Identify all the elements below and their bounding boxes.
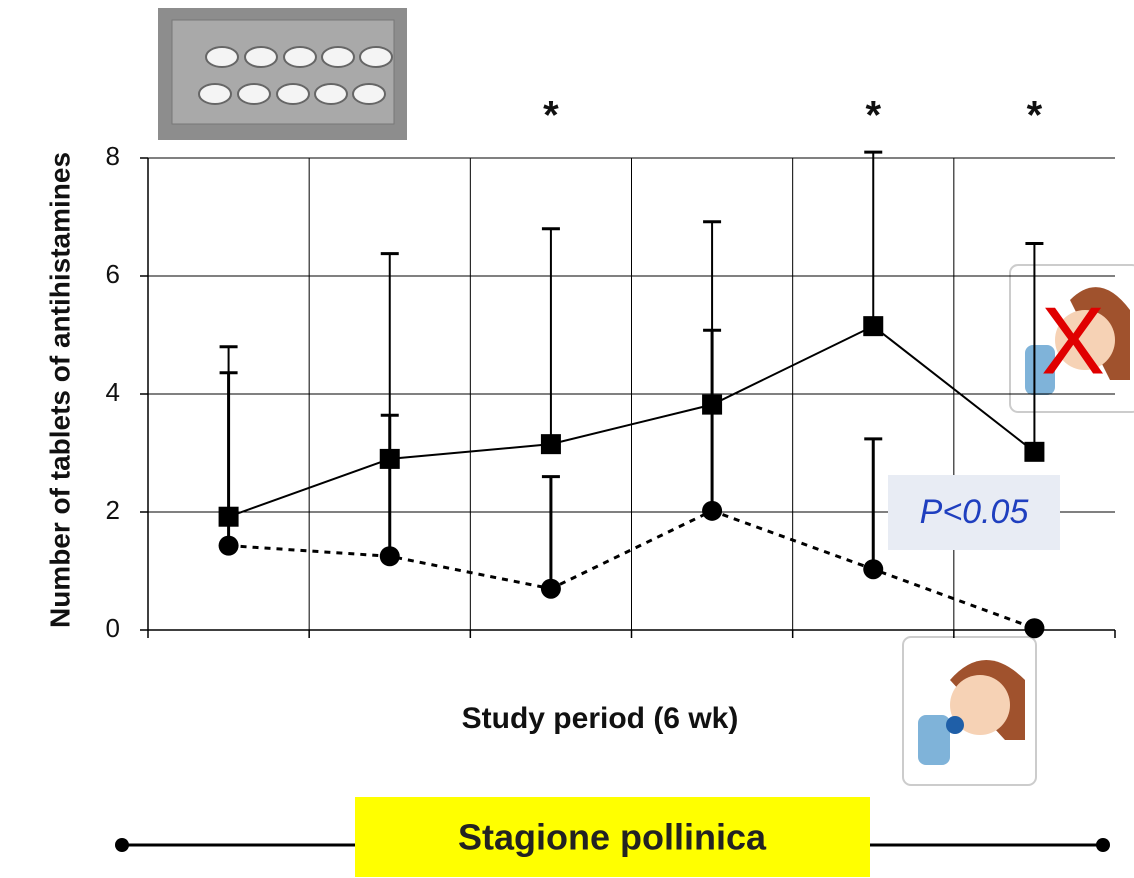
significance-mark: * bbox=[1027, 94, 1043, 138]
marker bbox=[218, 535, 239, 556]
marker bbox=[540, 578, 561, 599]
period-box bbox=[355, 797, 870, 877]
y-tick-label: 2 bbox=[106, 495, 120, 525]
y-tick-label: 4 bbox=[106, 377, 120, 407]
y-tick-label: 6 bbox=[106, 259, 120, 289]
y-tick-label: 8 bbox=[106, 141, 120, 171]
p-value-box bbox=[888, 475, 1060, 550]
period-label: Stagione pollinica bbox=[458, 817, 767, 858]
significance-mark: * bbox=[865, 94, 881, 138]
marker bbox=[863, 559, 884, 580]
p-value: P<0.05 bbox=[920, 493, 1029, 531]
marker bbox=[540, 434, 561, 455]
marker bbox=[1024, 441, 1045, 462]
y-axis-label: Number of tablets of antihistamines bbox=[44, 152, 75, 628]
pill-image bbox=[158, 8, 407, 140]
inhaler-icon bbox=[1009, 264, 1134, 413]
period-end bbox=[115, 838, 129, 852]
cross-mark: X bbox=[1041, 287, 1105, 394]
marker bbox=[379, 546, 400, 567]
marker bbox=[702, 500, 723, 521]
plot: 0 2 4 6 8 * * * bbox=[106, 94, 1116, 643]
marker bbox=[863, 316, 884, 337]
x-axis-label: Study period (6 wk) bbox=[462, 702, 739, 735]
series-line bbox=[228, 509, 1035, 630]
series-line bbox=[228, 324, 1036, 518]
inhaler-icon bbox=[902, 636, 1037, 786]
significance-mark: * bbox=[543, 94, 559, 138]
period-end bbox=[1096, 838, 1110, 852]
marker bbox=[1024, 618, 1045, 639]
y-tick-label: 0 bbox=[106, 613, 120, 643]
